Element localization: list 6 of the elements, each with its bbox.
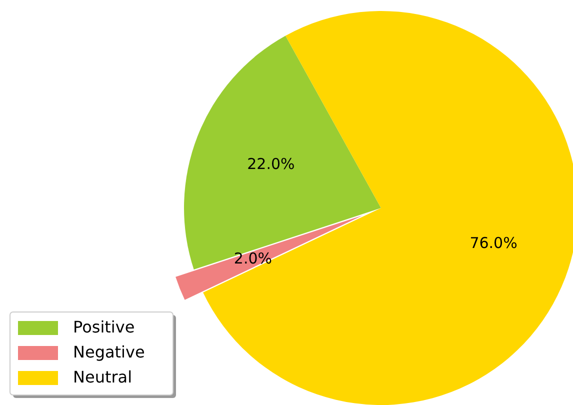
data-label: 22.0%: [247, 154, 295, 173]
legend-label: Neutral: [73, 367, 132, 386]
data-label: 76.0%: [470, 234, 518, 252]
data-label: 2.0%: [234, 249, 272, 268]
legend-label: Positive: [73, 317, 135, 336]
legend-label: Negative: [73, 342, 145, 362]
